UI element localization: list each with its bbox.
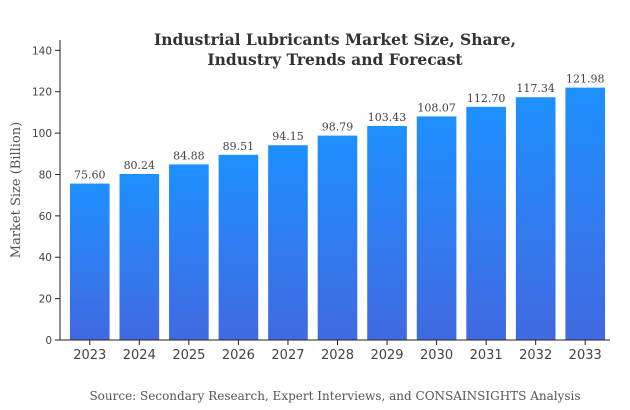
value-label-2027: 94.15 <box>272 130 304 143</box>
x-tick-label-2032: 2032 <box>519 348 552 363</box>
value-label-2024: 80.24 <box>124 159 156 172</box>
value-label-2031: 112.70 <box>467 92 506 105</box>
y-tick-label: 60 <box>39 211 52 223</box>
value-labels: 75.60 80.24 84.88 89.51 94.15 98.79 103.43 108.… <box>74 73 604 182</box>
value-label-2033: 121.98 <box>566 73 605 86</box>
bar-2029 <box>367 126 407 340</box>
x-tick-label-2029: 2029 <box>370 348 403 363</box>
x-tick-label-2025: 2025 <box>172 348 205 363</box>
bar-2026 <box>218 154 259 340</box>
x-tick-label-2023: 2023 <box>73 348 106 363</box>
bar-2025 <box>169 164 209 340</box>
y-tick-label: 80 <box>39 169 52 181</box>
bar-2030 <box>416 116 457 341</box>
bar-2027 <box>268 145 308 340</box>
bar-2023 <box>69 183 110 340</box>
x-tick-label-2026: 2026 <box>222 348 255 363</box>
value-label-2032: 117.34 <box>516 82 555 95</box>
value-label-2029: 103.43 <box>368 111 407 124</box>
value-label-2025: 84.88 <box>173 149 205 162</box>
x-tick-label-2024: 2024 <box>123 348 156 363</box>
y-tick-label: 120 <box>32 87 52 99</box>
source-note: Source: Secondary Research, Expert Inter… <box>89 389 580 403</box>
bars <box>69 87 606 341</box>
bar-2024 <box>119 173 160 340</box>
value-label-2023: 75.60 <box>74 169 106 182</box>
y-tick-label: 140 <box>32 45 52 57</box>
chart-title-line2: Industry Trends and Forecast <box>207 50 463 69</box>
x-axis: 2023 2024 2025 2026 2027 2028 2029 2030 2031 2032… <box>60 339 610 363</box>
x-tick-label-2030: 2030 <box>420 348 453 363</box>
y-axis: 0 20 40 60 80 100 120 140 <box>32 40 61 347</box>
bar-2032 <box>515 97 556 340</box>
x-tick-label-2028: 2028 <box>321 348 354 363</box>
y-axis-label: Market Size (Billion) <box>9 122 24 258</box>
bar-2031 <box>466 106 506 341</box>
value-label-2026: 89.51 <box>223 140 255 153</box>
chart-title-line1: Industrial Lubricants Market Size, Share… <box>154 30 516 49</box>
y-tick-label: 20 <box>39 294 52 306</box>
bar-2033 <box>565 87 606 340</box>
value-label-2028: 98.79 <box>322 121 354 134</box>
x-tick-label-2033: 2033 <box>569 348 602 363</box>
y-tick-label: 40 <box>39 252 52 264</box>
y-tick-label: 0 <box>45 335 52 347</box>
value-label-2030: 108.07 <box>417 101 456 114</box>
x-tick-label-2031: 2031 <box>470 348 503 363</box>
y-tick-label: 100 <box>32 128 52 140</box>
x-tick-label-2027: 2027 <box>271 348 304 363</box>
bar-2028 <box>317 135 358 340</box>
